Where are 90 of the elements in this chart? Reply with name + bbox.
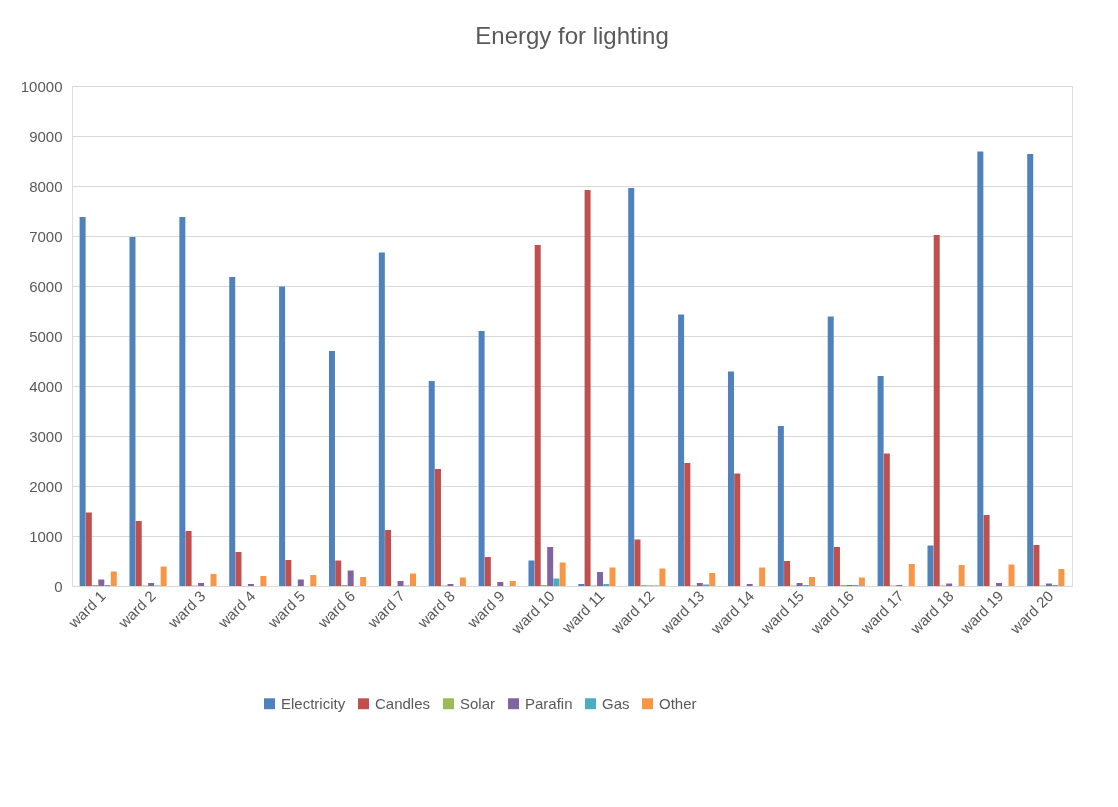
bar (260, 576, 267, 586)
bar (210, 574, 217, 586)
bar (584, 190, 591, 586)
y-tick-label: 0 (54, 577, 63, 595)
y-tick-label: 6000 (29, 277, 63, 295)
y-tick-label: 9000 (29, 127, 63, 145)
bar (335, 560, 342, 586)
bar (684, 463, 691, 586)
chart-title: Energy for lighting (475, 22, 669, 49)
bar (528, 560, 535, 586)
bar (883, 453, 890, 586)
bar (696, 583, 703, 586)
bar (996, 583, 1003, 586)
bar (347, 570, 354, 586)
bar (459, 577, 466, 586)
y-tick-label: 5000 (29, 327, 63, 345)
bar (927, 545, 934, 586)
bar (734, 473, 741, 586)
legend-label: Other (659, 694, 697, 712)
y-tick-label: 3000 (29, 427, 63, 445)
bar (559, 562, 566, 586)
bar (509, 581, 516, 586)
bar (958, 565, 965, 586)
bar (809, 577, 816, 586)
legend-label: Gas (602, 694, 630, 712)
bar (977, 151, 984, 586)
bar (235, 552, 242, 586)
bar (79, 217, 86, 586)
bar (784, 561, 791, 586)
bar (553, 578, 560, 586)
bar (378, 252, 385, 586)
bar (858, 577, 865, 586)
y-tick-label: 1000 (29, 527, 63, 545)
bar (678, 314, 685, 586)
y-tick-label: 2000 (29, 477, 63, 495)
bar (827, 316, 834, 586)
bar (759, 567, 766, 586)
bar (659, 568, 666, 586)
bar (877, 376, 884, 586)
bar (534, 245, 541, 586)
bar (1027, 154, 1034, 586)
bar (833, 547, 840, 586)
bar (1033, 545, 1040, 586)
bar (597, 572, 604, 586)
bar (279, 286, 286, 586)
bar (285, 560, 292, 586)
bar (410, 573, 417, 586)
y-tick-label: 10000 (20, 77, 63, 95)
bar (908, 564, 915, 586)
bar (385, 530, 392, 586)
bar (1008, 564, 1015, 586)
bar (179, 217, 186, 586)
bar (98, 579, 105, 586)
bar (198, 583, 205, 586)
bar (777, 426, 784, 586)
bar (983, 515, 990, 586)
bar (297, 579, 304, 586)
bar (148, 583, 155, 586)
bar (1058, 569, 1065, 586)
legend-label: Candles (375, 694, 431, 712)
y-tick-label: 8000 (29, 177, 63, 195)
bar (634, 539, 641, 586)
legend-label: Electricity (281, 694, 346, 712)
bar (397, 581, 404, 586)
legend-label: Solar (460, 694, 496, 712)
bar (709, 573, 716, 586)
y-tick-label: 7000 (29, 227, 63, 245)
bar (933, 235, 940, 586)
bar (185, 531, 192, 586)
bar (85, 512, 92, 586)
y-tick-label: 4000 (29, 377, 63, 395)
bar (484, 557, 491, 586)
bar (547, 547, 554, 586)
bar (796, 583, 803, 586)
bar (328, 351, 335, 586)
bar (135, 521, 142, 586)
bar (229, 277, 236, 586)
bar (428, 381, 435, 586)
bar (160, 566, 167, 586)
bar (110, 571, 117, 586)
bar (129, 237, 136, 586)
bar (609, 567, 616, 586)
bar (497, 582, 504, 586)
bar (310, 575, 317, 586)
bar (727, 371, 734, 586)
legend-label: Parafin (525, 694, 573, 712)
bar (360, 577, 367, 586)
bar (434, 469, 441, 586)
bar (628, 188, 635, 586)
bar (478, 331, 485, 586)
